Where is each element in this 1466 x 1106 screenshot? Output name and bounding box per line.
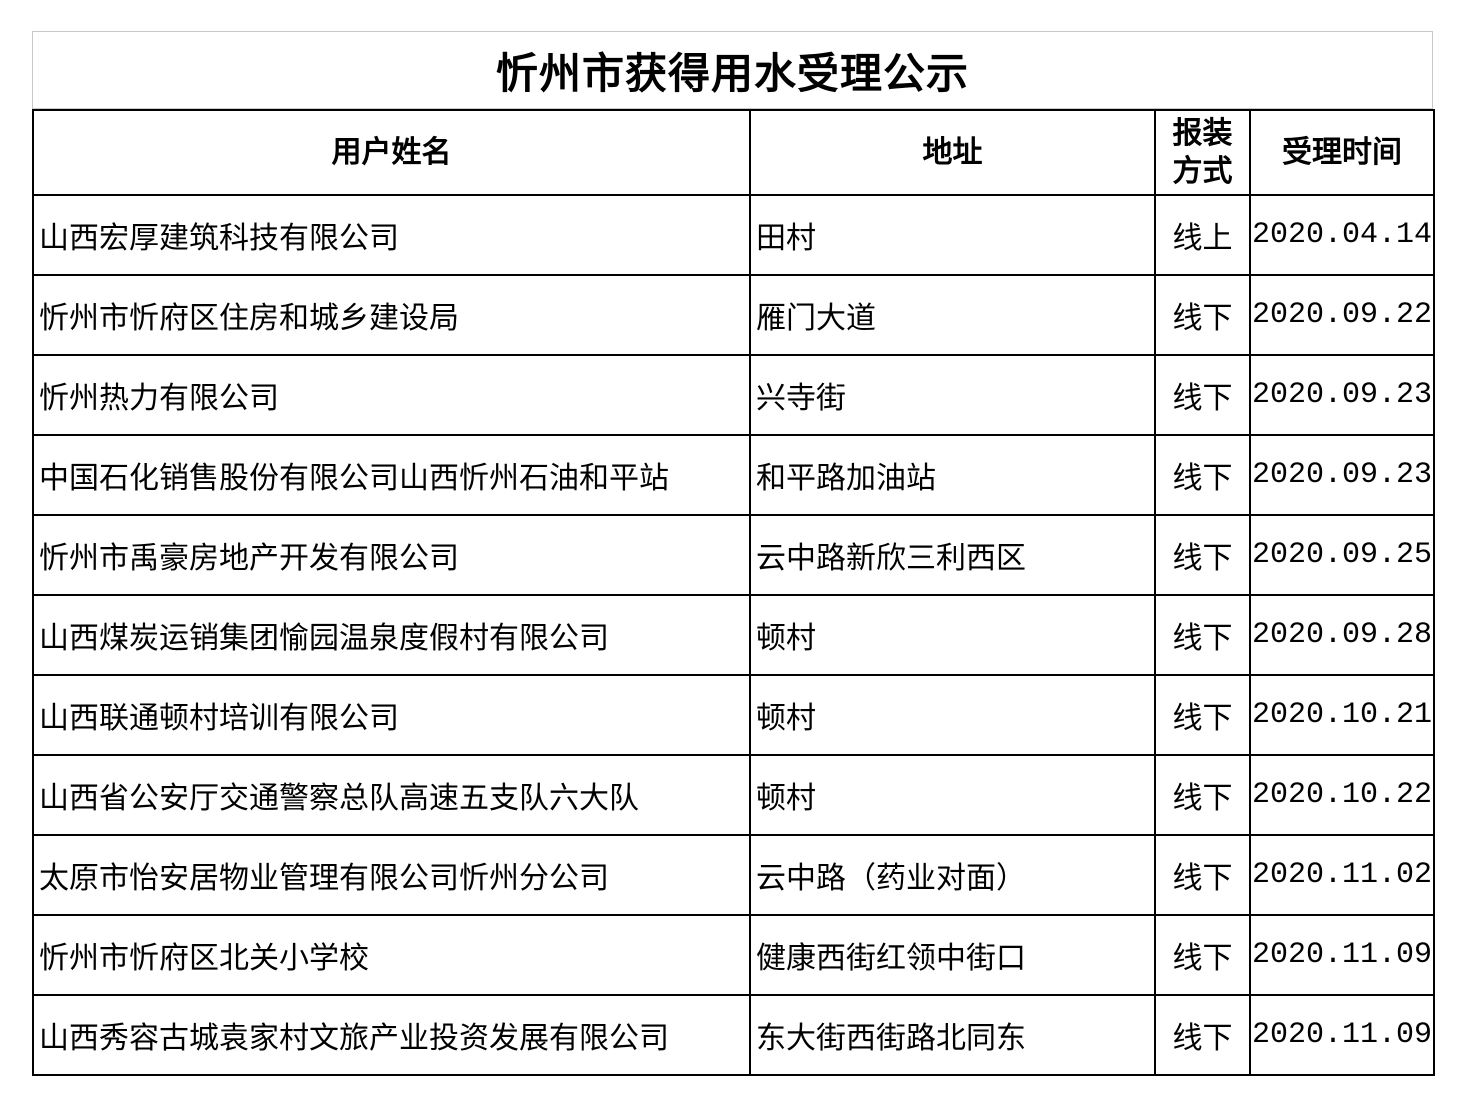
cell-date: 2020.09.23 <box>1249 354 1435 436</box>
column-header-address: 地址 <box>749 109 1156 196</box>
cell-date: 2020.09.28 <box>1249 594 1435 676</box>
cell-address: 云中路（药业对面） <box>749 834 1156 916</box>
column-header-user-name: 用户姓名 <box>32 109 751 196</box>
cell-address: 田村 <box>749 194 1156 276</box>
cell-date: 2020.09.25 <box>1249 514 1435 596</box>
table-row: 山西煤炭运销集团愉园温泉度假村有限公司 顿村 线下 2020.09.28 <box>32 594 1435 676</box>
column-header-accept-time: 受理时间 <box>1249 109 1435 196</box>
table-row: 太原市怡安居物业管理有限公司忻州分公司 云中路（药业对面） 线下 2020.11… <box>32 834 1435 916</box>
cell-address: 兴寺街 <box>749 354 1156 436</box>
cell-address: 和平路加油站 <box>749 434 1156 516</box>
table-row: 山西省公安厅交通警察总队高速五支队六大队 顿村 线下 2020.10.22 <box>32 754 1435 836</box>
cell-method: 线下 <box>1154 354 1251 436</box>
table-row: 山西秀容古城袁家村文旅产业投资发展有限公司 东大街西街路北同东 线下 2020.… <box>32 994 1435 1076</box>
cell-user-name: 山西宏厚建筑科技有限公司 <box>32 194 751 276</box>
cell-address: 云中路新欣三利西区 <box>749 514 1156 596</box>
cell-user-name: 忻州热力有限公司 <box>32 354 751 436</box>
cell-date: 2020.11.09 <box>1249 994 1435 1076</box>
cell-user-name: 忻州市禹豪房地产开发有限公司 <box>32 514 751 596</box>
cell-method: 线下 <box>1154 914 1251 996</box>
cell-user-name: 中国石化销售股份有限公司山西忻州石油和平站 <box>32 434 751 516</box>
cell-method: 线上 <box>1154 194 1251 276</box>
cell-method: 线下 <box>1154 674 1251 756</box>
page-title: 忻州市获得用水受理公示 <box>32 31 1433 109</box>
cell-user-name: 忻州市忻府区住房和城乡建设局 <box>32 274 751 356</box>
cell-date: 2020.04.14 <box>1249 194 1435 276</box>
cell-method: 线下 <box>1154 834 1251 916</box>
cell-method: 线下 <box>1154 594 1251 676</box>
cell-address: 东大街西街路北同东 <box>749 994 1156 1076</box>
cell-user-name: 山西省公安厅交通警察总队高速五支队六大队 <box>32 754 751 836</box>
cell-user-name: 太原市怡安居物业管理有限公司忻州分公司 <box>32 834 751 916</box>
cell-date: 2020.10.21 <box>1249 674 1435 756</box>
table-row: 忻州热力有限公司 兴寺街 线下 2020.09.23 <box>32 354 1435 436</box>
cell-method: 线下 <box>1154 434 1251 516</box>
table-row: 中国石化销售股份有限公司山西忻州石油和平站 和平路加油站 线下 2020.09.… <box>32 434 1435 516</box>
cell-user-name: 忻州市忻府区北关小学校 <box>32 914 751 996</box>
table-row: 山西联通顿村培训有限公司 顿村 线下 2020.10.21 <box>32 674 1435 756</box>
table-row: 忻州市忻府区北关小学校 健康西街红领中街口 线下 2020.11.09 <box>32 914 1435 996</box>
cell-method: 线下 <box>1154 274 1251 356</box>
cell-address: 雁门大道 <box>749 274 1156 356</box>
cell-address: 顿村 <box>749 754 1156 836</box>
cell-user-name: 山西煤炭运销集团愉园温泉度假村有限公司 <box>32 594 751 676</box>
cell-method: 线下 <box>1154 754 1251 836</box>
header-row: 用户姓名 地址 报装方式 受理时间 <box>32 109 1435 196</box>
table-row: 忻州市禹豪房地产开发有限公司 云中路新欣三利西区 线下 2020.09.25 <box>32 514 1435 596</box>
cell-user-name: 山西联通顿村培训有限公司 <box>32 674 751 756</box>
column-header-method: 报装方式 <box>1154 109 1251 196</box>
cell-user-name: 山西秀容古城袁家村文旅产业投资发展有限公司 <box>32 994 751 1076</box>
table-row: 忻州市忻府区住房和城乡建设局 雁门大道 线下 2020.09.22 <box>32 274 1435 356</box>
cell-date: 2020.11.02 <box>1249 834 1435 916</box>
cell-address: 顿村 <box>749 594 1156 676</box>
cell-method: 线下 <box>1154 994 1251 1076</box>
cell-date: 2020.09.23 <box>1249 434 1435 516</box>
cell-address: 顿村 <box>749 674 1156 756</box>
cell-date: 2020.11.09 <box>1249 914 1435 996</box>
cell-method: 线下 <box>1154 514 1251 596</box>
cell-date: 2020.10.22 <box>1249 754 1435 836</box>
table-row: 山西宏厚建筑科技有限公司 田村 线上 2020.04.14 <box>32 194 1435 276</box>
cell-date: 2020.09.22 <box>1249 274 1435 356</box>
water-acceptance-table: 用户姓名 地址 报装方式 受理时间 山西宏厚建筑科技有限公司 田村 线上 202… <box>32 109 1435 1076</box>
cell-address: 健康西街红领中街口 <box>749 914 1156 996</box>
